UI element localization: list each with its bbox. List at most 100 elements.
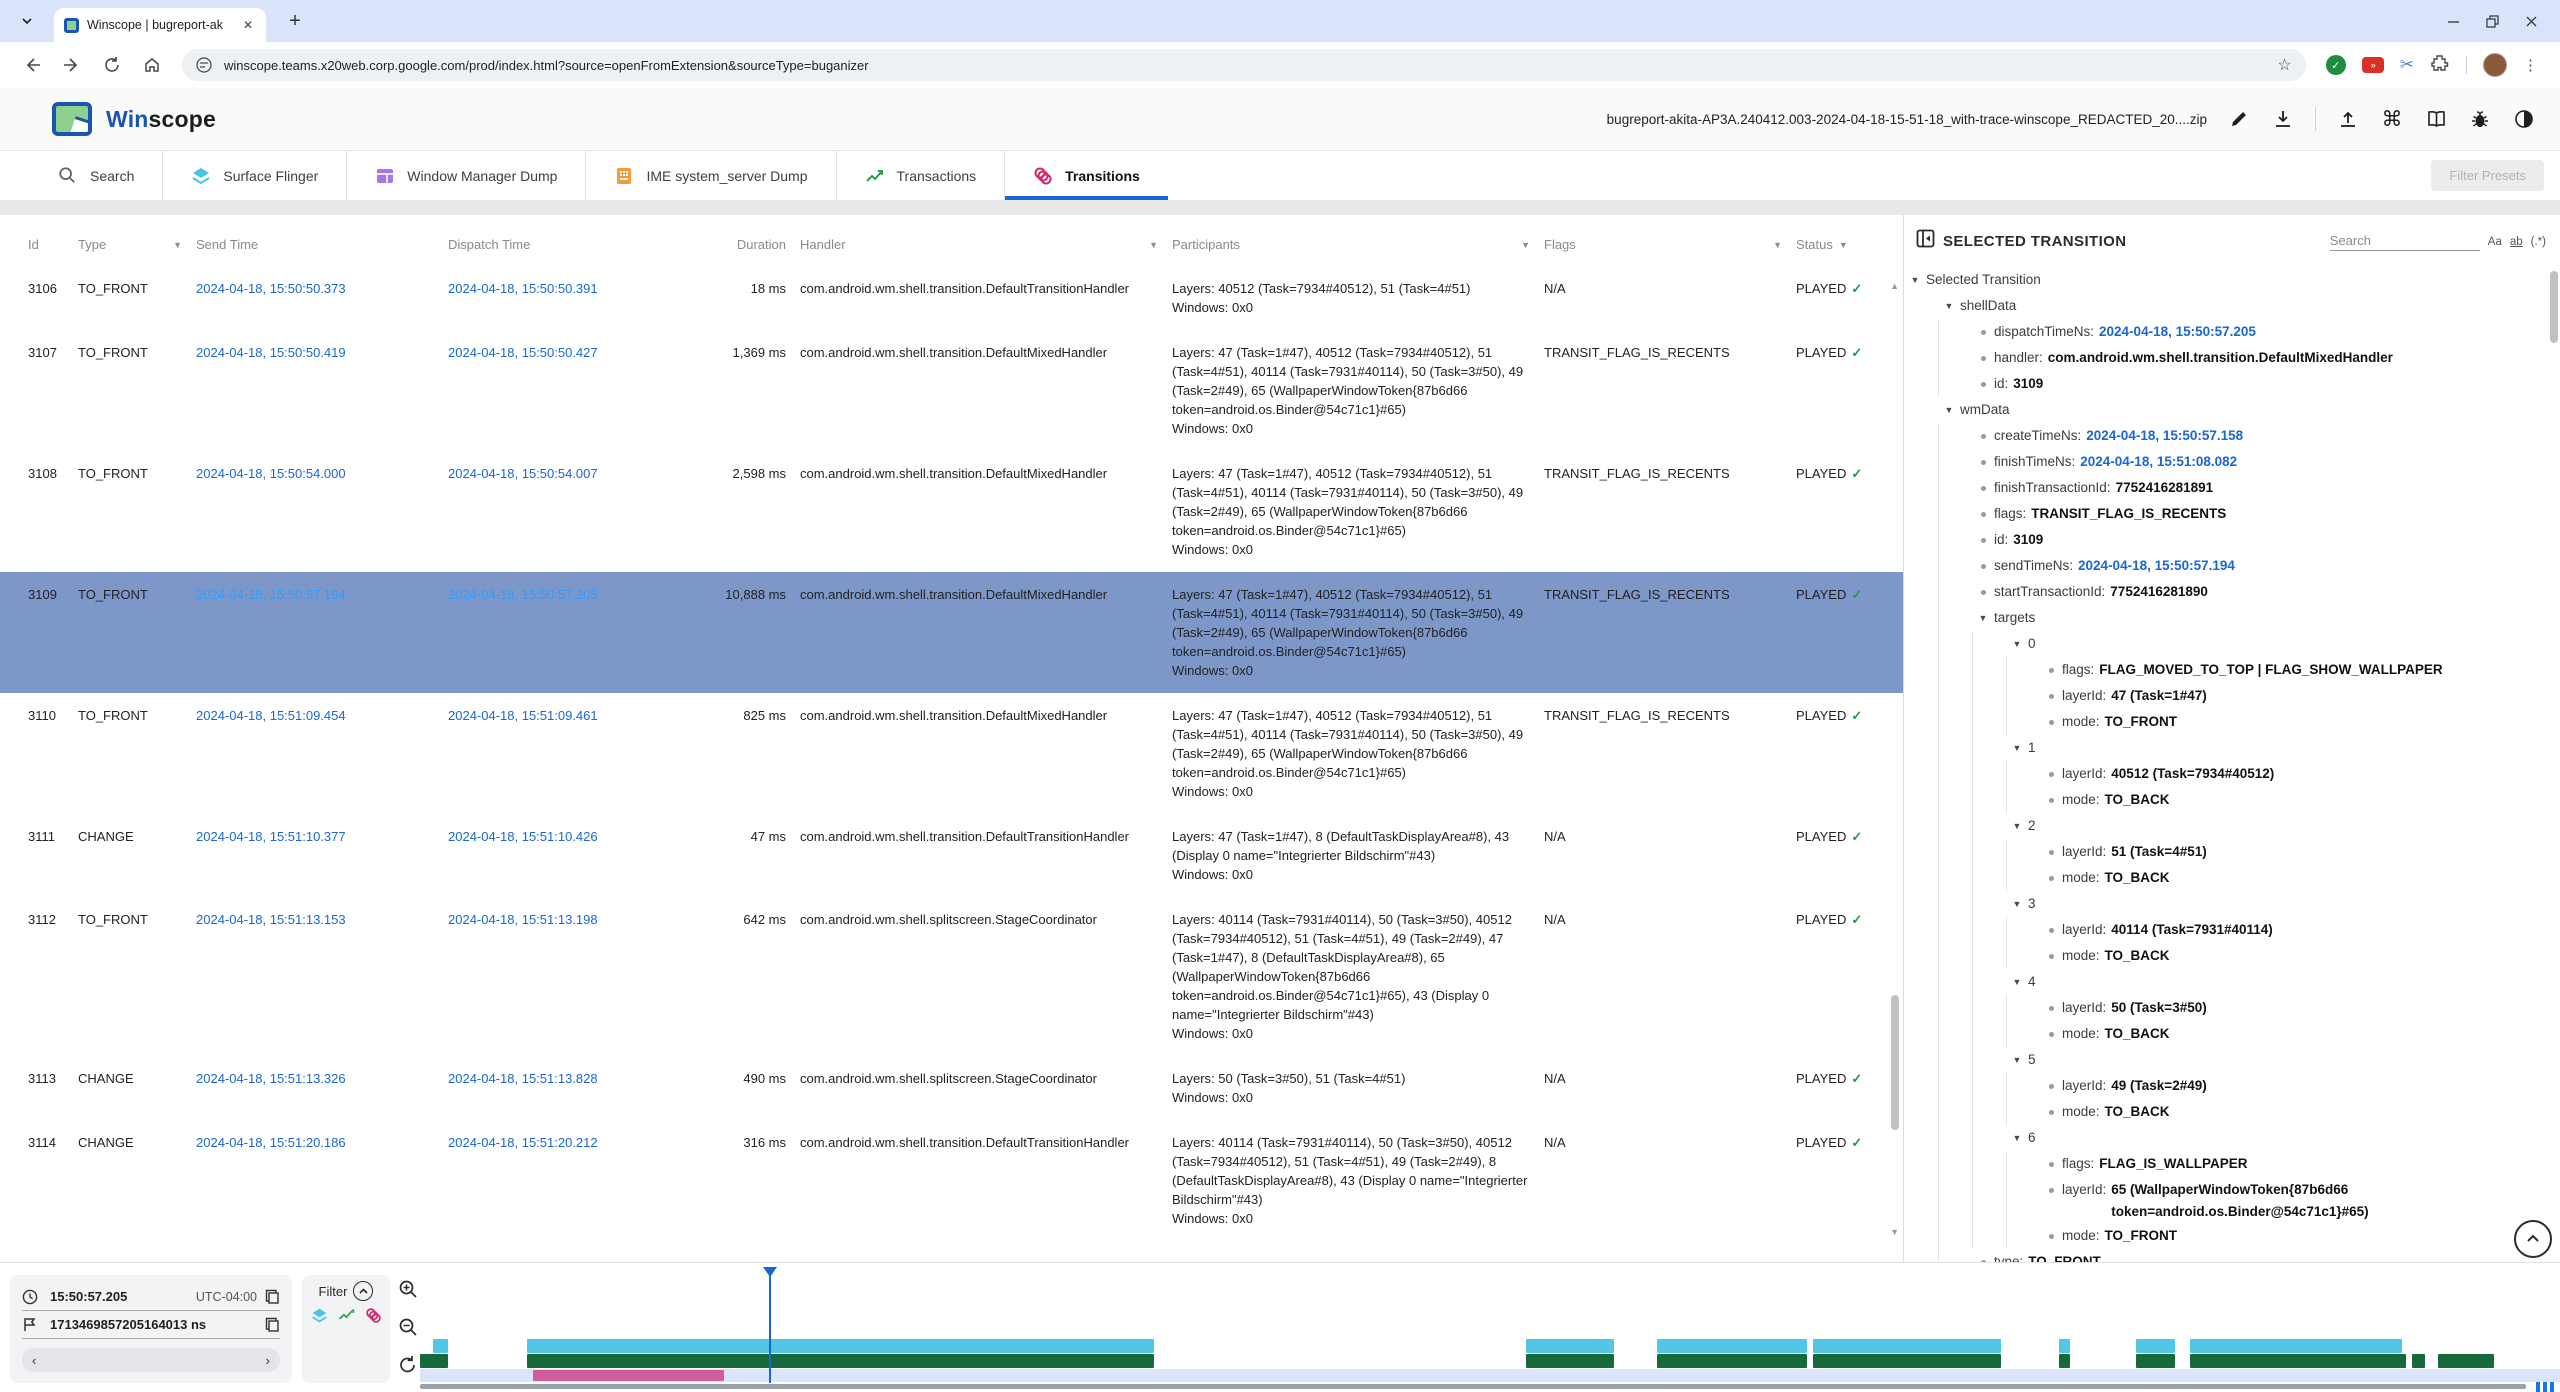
- home-icon[interactable]: [138, 51, 166, 79]
- dispatch-time-link[interactable]: 2024-04-18, 15:51:13.828: [448, 1071, 598, 1086]
- bookmark-star-icon[interactable]: ☆: [2277, 57, 2292, 74]
- zoom-out-icon[interactable]: [396, 1315, 420, 1339]
- copy-time-icon[interactable]: [265, 1289, 280, 1304]
- table-row[interactable]: 3112 TO_FRONT 2024-04-18, 15:51:13.153 2024…: [0, 897, 1903, 1056]
- send-time-link[interactable]: 2024-04-18, 15:50:50.419: [196, 345, 346, 360]
- surface-flinger-segment[interactable]: [432, 1339, 448, 1353]
- collapse-filter-icon[interactable]: [353, 1281, 374, 1301]
- timeline-canvas[interactable]: [420, 1263, 2560, 1392]
- surface-flinger-segment[interactable]: [2189, 1339, 2402, 1353]
- tree-expand-icon[interactable]: ▼: [1944, 405, 1954, 415]
- column-header-handler[interactable]: Handler ▼: [800, 237, 1172, 252]
- tree-value[interactable]: 2024-04-18, 15:50:57.205: [2099, 324, 2256, 339]
- match-case-toggle[interactable]: Aa: [2487, 236, 2502, 248]
- current-time-value[interactable]: 15:50:57.205: [50, 1289, 128, 1304]
- column-header-flags[interactable]: Flags ▼: [1544, 237, 1796, 252]
- upload-icon[interactable]: [2336, 107, 2360, 131]
- tree-node[interactable]: ▼ 4: [1904, 969, 2550, 995]
- tree-node[interactable]: ▼ wmData: [1904, 397, 2550, 423]
- tree-expand-icon[interactable]: ▼: [2012, 1055, 2022, 1065]
- extension-red-icon[interactable]: »: [2361, 57, 2384, 73]
- filter-presets-button[interactable]: Filter Presets: [2431, 160, 2544, 191]
- dispatch-time-link[interactable]: 2024-04-18, 15:51:09.461: [448, 708, 598, 723]
- transactions-segment[interactable]: [2059, 1354, 2070, 1368]
- site-settings-icon[interactable]: [196, 57, 212, 73]
- tab-surface-flinger[interactable]: Surface Flinger: [162, 151, 346, 200]
- surface-flinger-segment[interactable]: [1656, 1339, 1807, 1353]
- send-time-link[interactable]: 2024-04-18, 15:51:09.454: [196, 708, 346, 723]
- tree-node[interactable]: ▼ 1: [1904, 735, 2550, 761]
- table-row[interactable]: 3114 CHANGE 2024-04-18, 15:51:20.186 2024-0…: [0, 1120, 1903, 1241]
- browser-menu-icon[interactable]: ⋮: [2523, 57, 2538, 74]
- transactions-segment[interactable]: [2412, 1354, 2426, 1368]
- copy-ns-icon[interactable]: [265, 1317, 280, 1332]
- profile-avatar[interactable]: [2483, 53, 2507, 77]
- tree-expand-icon[interactable]: ▼: [2012, 639, 2022, 649]
- transitions-track[interactable]: [420, 1369, 2560, 1382]
- tree-expand-icon[interactable]: ▼: [2012, 899, 2022, 909]
- column-header-duration[interactable]: Duration: [704, 237, 800, 252]
- dispatch-time-link[interactable]: 2024-04-18, 15:51:10.426: [448, 829, 598, 844]
- surface-flinger-segment[interactable]: [2136, 1339, 2175, 1353]
- timeline-scrollbar[interactable]: [420, 1384, 2526, 1389]
- tree-search-input[interactable]: [2329, 231, 2480, 251]
- transactions-segment[interactable]: [2136, 1354, 2175, 1368]
- column-filter-icon[interactable]: ▼: [1838, 239, 1848, 250]
- tab-search-chevron-icon[interactable]: [14, 8, 40, 34]
- match-word-toggle[interactable]: ab: [2509, 236, 2523, 248]
- column-filter-icon[interactable]: ▼: [1773, 239, 1782, 250]
- transactions-trace-toggle-icon[interactable]: [338, 1307, 355, 1324]
- zoom-in-icon[interactable]: [396, 1277, 420, 1301]
- tree-expand-icon[interactable]: ▼: [1978, 613, 1988, 623]
- window-close-button[interactable]: [2525, 15, 2538, 28]
- column-header-id[interactable]: Id: [28, 237, 78, 252]
- surface-flinger-segment[interactable]: [1526, 1339, 1615, 1353]
- current-ns-value[interactable]: 1713469857205164013 ns: [50, 1317, 207, 1332]
- dispatch-time-link[interactable]: 2024-04-18, 15:51:20.212: [448, 1135, 598, 1150]
- surface-flinger-trace-toggle-icon[interactable]: [311, 1307, 328, 1324]
- report-bug-icon[interactable]: [2468, 107, 2492, 131]
- tree-node[interactable]: ▼ Selected Transition: [1904, 267, 2550, 293]
- send-time-link[interactable]: 2024-04-18, 15:50:57.194: [196, 587, 346, 602]
- column-header-type[interactable]: Type ▼: [78, 237, 196, 252]
- forward-icon[interactable]: [58, 51, 86, 79]
- table-scrollbar-thumb[interactable]: [1891, 995, 1899, 1130]
- window-minimize-button[interactable]: [2447, 15, 2460, 28]
- column-header-dispatch-time[interactable]: Dispatch Time: [448, 237, 704, 252]
- tree-expand-icon[interactable]: ▼: [2012, 1133, 2022, 1143]
- column-filter-icon[interactable]: ▼: [173, 239, 182, 250]
- table-row[interactable]: 3107 TO_FRONT 2024-04-18, 15:50:50.419 2024…: [0, 330, 1903, 451]
- reload-icon[interactable]: [98, 51, 126, 79]
- scroll-to-top-button[interactable]: [2514, 1220, 2552, 1258]
- table-row[interactable]: 3108 TO_FRONT 2024-04-18, 15:50:54.000 2024…: [0, 451, 1903, 572]
- table-scroll-up-icon[interactable]: ▲: [1890, 281, 1899, 291]
- transactions-segment[interactable]: [1656, 1354, 1807, 1368]
- surface-flinger-segment[interactable]: [1813, 1339, 2002, 1353]
- url-bar[interactable]: winscope.teams.x20web.corp.google.com/pr…: [182, 49, 2306, 81]
- tree-expand-icon[interactable]: ▼: [2012, 743, 2022, 753]
- tree-node[interactable]: ▼ 0: [1904, 631, 2550, 657]
- send-time-link[interactable]: 2024-04-18, 15:51:13.326: [196, 1071, 346, 1086]
- panel-collapse-icon[interactable]: [1916, 229, 1935, 253]
- edit-pencil-icon[interactable]: [2227, 107, 2251, 131]
- transactions-segment[interactable]: [527, 1354, 1155, 1368]
- table-row[interactable]: 3111 CHANGE 2024-04-18, 15:51:10.377 2024-0…: [0, 814, 1903, 897]
- column-header-send-time[interactable]: Send Time: [196, 237, 448, 252]
- column-filter-icon[interactable]: ▼: [1149, 239, 1158, 250]
- new-tab-button[interactable]: +: [289, 9, 301, 32]
- window-restore-button[interactable]: [2486, 14, 2499, 28]
- column-header-participants[interactable]: Participants ▼: [1172, 237, 1544, 252]
- dispatch-time-link[interactable]: 2024-04-18, 15:51:13.198: [448, 912, 598, 927]
- tab-window-manager-dump[interactable]: Window Manager Dump: [346, 151, 585, 200]
- surface-flinger-segment[interactable]: [2059, 1339, 2070, 1353]
- table-row[interactable]: 3109 TO_FRONT 2024-04-18, 15:50:57.194 2024…: [0, 572, 1903, 693]
- table-row[interactable]: 3106 TO_FRONT 2024-04-18, 15:50:50.373 2024…: [0, 266, 1903, 330]
- tab-search[interactable]: Search: [30, 151, 162, 200]
- dispatch-time-link[interactable]: 2024-04-18, 15:50:57.205: [448, 587, 598, 602]
- tree-node[interactable]: ▼ 3: [1904, 891, 2550, 917]
- send-time-link[interactable]: 2024-04-18, 15:51:10.377: [196, 829, 346, 844]
- tree-expand-icon[interactable]: ▼: [1910, 275, 1920, 285]
- tree-expand-icon[interactable]: ▼: [2012, 821, 2022, 831]
- send-time-link[interactable]: 2024-04-18, 15:50:54.000: [196, 466, 346, 481]
- transactions-track[interactable]: [420, 1354, 2560, 1368]
